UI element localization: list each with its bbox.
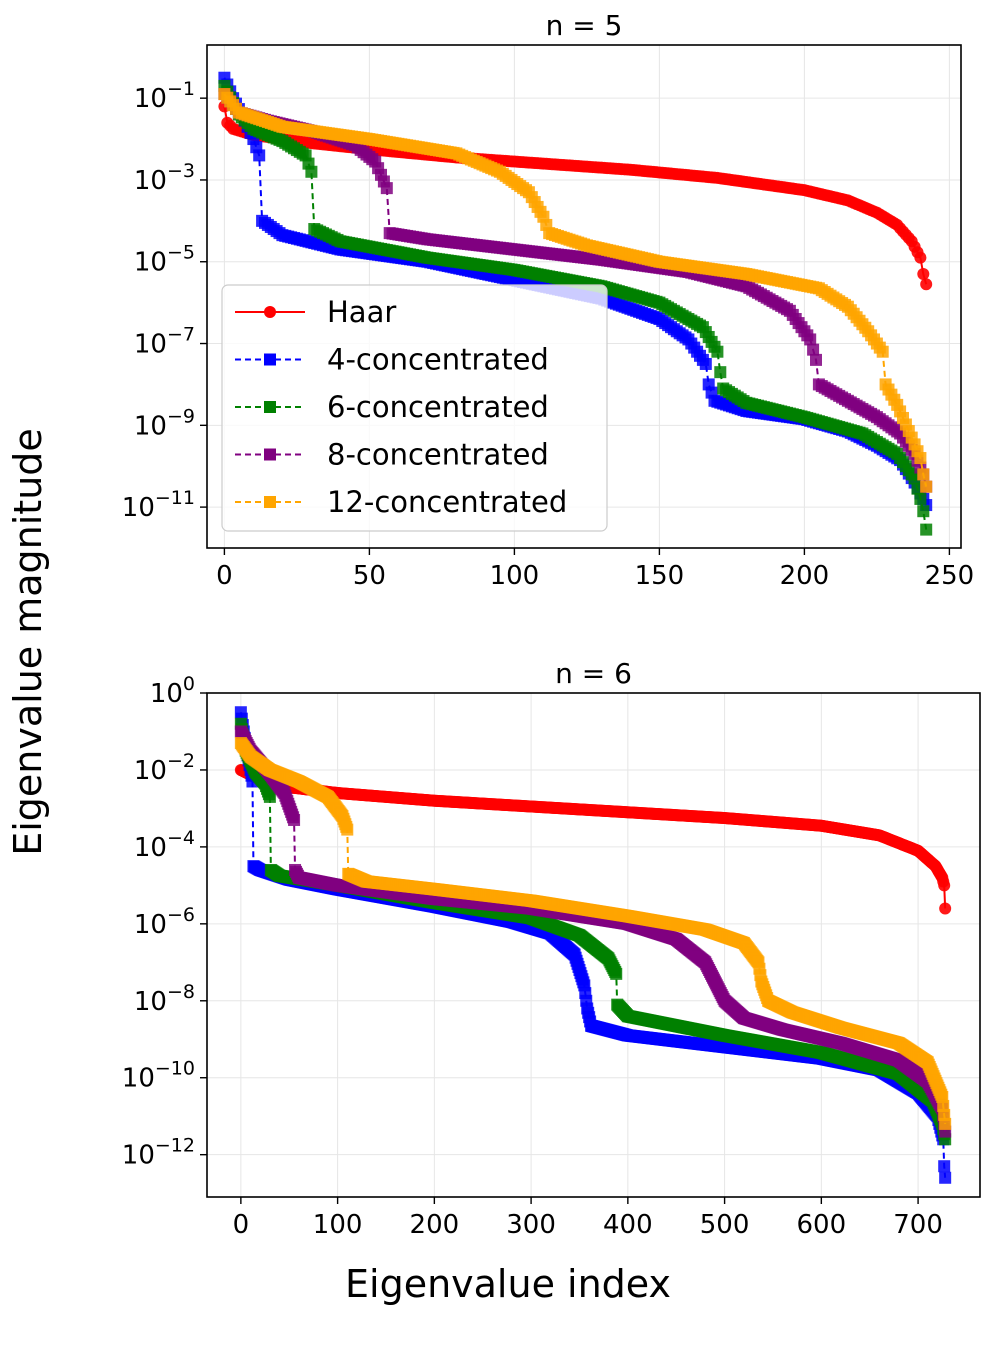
data-point (305, 165, 318, 178)
x-tick-label: 100 (490, 561, 540, 591)
legend-label: 6-concentrated (327, 390, 549, 424)
data-point (938, 1160, 951, 1173)
data-point (939, 1117, 952, 1130)
series-12-concentrated (218, 88, 933, 493)
axes-frame (206, 692, 981, 1198)
data-point (917, 468, 930, 481)
x-tick-label: 500 (700, 1210, 750, 1240)
x-tick-label: 0 (233, 1210, 250, 1240)
legend-label: 4-concentrated (327, 343, 549, 377)
legend-label: 12-concentrated (327, 485, 567, 519)
y-tick-label: 10−12 (122, 1135, 195, 1171)
x-tick-label: 50 (353, 561, 386, 591)
legend-label: 8-concentrated (327, 438, 549, 472)
chart-panel-1: 0 50 100 150 200 250 10−1 10−3 10−5 10−7 10−9 10−11… (122, 9, 974, 591)
series-8-concentrated (234, 725, 952, 1138)
data-point (288, 813, 301, 826)
y-tick-label: 10−5 (134, 242, 195, 278)
series-line (239, 723, 947, 1140)
x-tick-label: 200 (780, 561, 830, 591)
legend-box (221, 284, 608, 532)
x-tick-label: 250 (925, 561, 975, 591)
legend-marker (264, 353, 276, 366)
y-tick-label: 10−3 (134, 160, 195, 196)
legend-item: 4-concentrated (235, 343, 549, 377)
x-tick-label: 0 (216, 561, 233, 591)
x-tick-label: 200 (410, 1210, 460, 1240)
series-6-concentrated (234, 717, 952, 1146)
data-point (914, 492, 927, 505)
x-tick-label: 600 (797, 1210, 847, 1240)
chart-panel-2: 0 100 200 300 400 500 600 700 100 10−2 10−4 10−6 10−… (122, 657, 981, 1240)
x-tick-label: 100 (313, 1210, 363, 1240)
x-tick-label: 400 (603, 1210, 653, 1240)
data-point (807, 343, 820, 356)
plot-area (218, 71, 933, 536)
legend-item: Haar (235, 295, 396, 329)
y-tick-label: 10−4 (134, 827, 195, 863)
data-point (920, 523, 933, 536)
data-point (380, 182, 393, 195)
x-tick-label: 150 (635, 561, 685, 591)
data-point (914, 251, 927, 264)
legend-marker (264, 496, 276, 508)
x-tick-label: 700 (893, 1210, 943, 1240)
data-point (876, 345, 889, 358)
figure-xlabel: Eigenvalue index (345, 1262, 671, 1306)
y-tick-label: 10−10 (122, 1058, 195, 1094)
data-point (939, 902, 952, 915)
data-point (699, 357, 712, 370)
data-point (917, 505, 930, 518)
y-tick-label: 100 (150, 673, 195, 709)
y-tick-label: 10−8 (134, 981, 195, 1017)
data-point (914, 452, 927, 465)
legend: Haar 4-concentrated 6-concentrated 8-concen… (221, 284, 608, 532)
data-point (253, 149, 266, 162)
legend-label: Haar (327, 295, 396, 329)
y-tick-label: 10−6 (134, 904, 195, 940)
chart-title: n = 5 (546, 9, 623, 42)
figure-ylabel: Eigenvalue magnitude (6, 428, 50, 856)
data-point (341, 823, 354, 836)
legend-marker (264, 448, 276, 461)
data-point (263, 790, 276, 803)
y-tick-label: 10−11 (122, 487, 195, 523)
data-point (610, 967, 623, 980)
data-point (714, 366, 727, 379)
y-tick-label: 10−2 (134, 750, 195, 786)
legend-marker (264, 401, 276, 413)
legend-item: 6-concentrated (235, 390, 549, 424)
y-tick-label: 10−9 (134, 405, 195, 441)
data-point (711, 345, 724, 358)
series-12-concentrated (234, 737, 952, 1130)
y-tick-label: 10−7 (134, 324, 195, 360)
data-point (939, 1171, 952, 1184)
data-point (250, 141, 263, 154)
x-tick-label: 300 (506, 1210, 556, 1240)
data-point (920, 480, 933, 493)
legend-item: 12-concentrated (235, 485, 567, 519)
data-point (938, 879, 951, 892)
legend-marker (264, 306, 276, 318)
data-point (920, 278, 933, 291)
legend-item: 8-concentrated (235, 438, 549, 472)
axes-frame (206, 44, 962, 549)
data-point (810, 353, 822, 366)
data-point (917, 268, 930, 281)
series-6-concentrated (218, 79, 933, 536)
plot-area (234, 706, 952, 1184)
data-point (804, 333, 817, 346)
chart-title: n = 6 (555, 657, 632, 690)
y-tick-label: 10−1 (134, 78, 195, 114)
